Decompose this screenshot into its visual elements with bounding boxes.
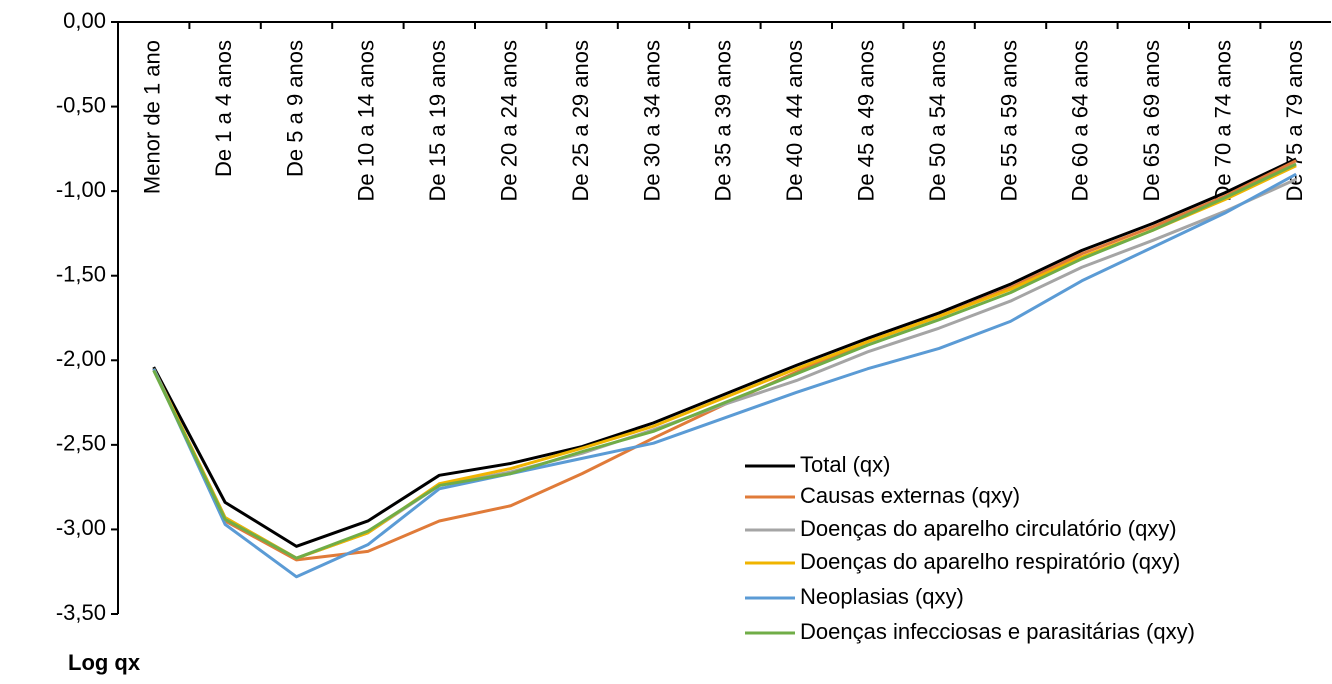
x-tick-label: De 25 a 29 anos — [568, 40, 593, 201]
x-tick-label: De 5 a 9 anos — [282, 40, 307, 177]
y-tick-label: -2,50 — [56, 431, 106, 456]
series-line — [152, 164, 1297, 560]
legend-label: Doenças do aparelho circulatório (qxy) — [800, 516, 1177, 541]
y-tick-label: -3,00 — [56, 515, 106, 540]
x-tick-label: De 15 a 19 anos — [425, 40, 450, 201]
x-tick-label: De 75 a 79 anos — [1282, 40, 1307, 201]
x-tick-label: De 70 a 74 anos — [1211, 40, 1236, 201]
legend-label: Neoplasias (qxy) — [800, 584, 964, 609]
x-tick-label: De 55 a 59 anos — [996, 40, 1021, 201]
x-tick-label: De 20 a 24 anos — [497, 40, 522, 201]
x-tick-label: De 60 a 64 anos — [1068, 40, 1093, 201]
legend-label: Total (qx) — [800, 452, 890, 477]
y-tick-label: -1,50 — [56, 262, 106, 287]
y-tick-label: 0,00 — [63, 8, 106, 33]
x-tick-label: De 40 a 44 anos — [782, 40, 807, 201]
x-tick-label: De 45 a 49 anos — [854, 40, 879, 201]
x-tick-label: De 30 a 34 anos — [639, 40, 664, 201]
y-tick-label: -1,00 — [56, 177, 106, 202]
x-tick-label: De 50 a 54 anos — [925, 40, 950, 201]
series-line — [152, 172, 1297, 579]
y-tick-label: -0,50 — [56, 92, 106, 117]
y-axis-title: Log qx — [68, 650, 141, 675]
series-line — [152, 157, 1297, 548]
series-line — [152, 162, 1297, 560]
y-tick-label: -3,50 — [56, 600, 106, 625]
x-tick-label: De 65 a 69 anos — [1139, 40, 1164, 201]
legend-label: Causas externas (qxy) — [800, 483, 1020, 508]
x-tick-label: De 1 a 4 anos — [211, 40, 236, 177]
y-tick-label: -2,00 — [56, 346, 106, 371]
x-tick-label: De 10 a 14 anos — [354, 40, 379, 201]
x-tick-label: Menor de 1 ano — [140, 40, 165, 194]
series-line — [152, 159, 1297, 562]
legend-label: Doenças do aparelho respiratório (qxy) — [800, 549, 1180, 574]
x-tick-label: De 35 a 39 anos — [711, 40, 736, 201]
legend-label: Doenças infecciosas e parasitárias (qxy) — [800, 619, 1195, 644]
